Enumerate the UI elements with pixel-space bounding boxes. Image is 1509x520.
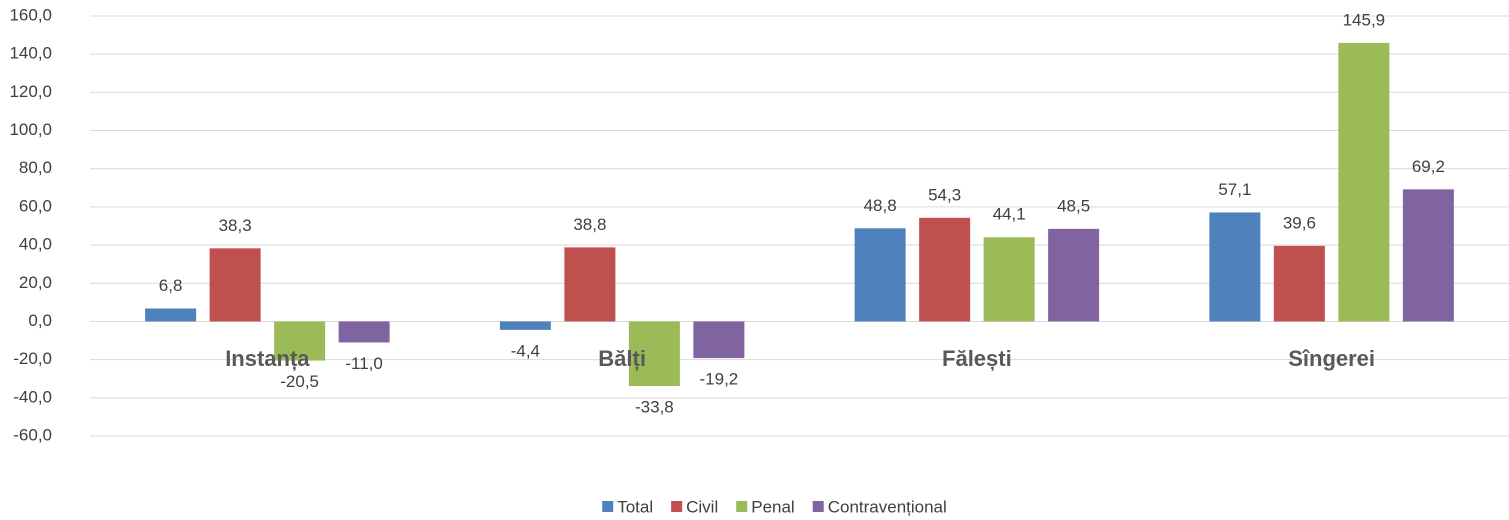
data-label: 57,1 bbox=[1218, 180, 1251, 199]
data-label: 39,6 bbox=[1283, 213, 1316, 232]
bar bbox=[145, 308, 197, 322]
data-label: -19,2 bbox=[700, 370, 739, 389]
y-tick-label: 0,0 bbox=[28, 311, 52, 330]
legend-swatch bbox=[812, 501, 824, 512]
legend-label: Penal bbox=[751, 497, 794, 516]
bar bbox=[628, 321, 680, 386]
bar bbox=[983, 237, 1035, 322]
y-tick-label: -40,0 bbox=[13, 387, 52, 406]
data-label: 145,9 bbox=[1343, 10, 1386, 29]
data-label: -33,8 bbox=[635, 397, 674, 416]
data-label: 54,3 bbox=[928, 185, 961, 204]
y-tick-label: -60,0 bbox=[13, 425, 52, 444]
legend-swatch bbox=[671, 501, 683, 512]
data-label: 38,8 bbox=[573, 215, 606, 234]
legend-swatch bbox=[736, 501, 748, 512]
y-tick-label: 80,0 bbox=[19, 158, 52, 177]
legend-label: Total bbox=[617, 497, 653, 516]
bar bbox=[1338, 42, 1390, 322]
data-label: 69,2 bbox=[1412, 157, 1445, 176]
data-label: -4,4 bbox=[511, 341, 540, 360]
y-tick-label: 140,0 bbox=[9, 44, 52, 63]
y-tick-label: 20,0 bbox=[19, 273, 52, 292]
data-label: 48,8 bbox=[864, 196, 897, 215]
legend-label: Contravențional bbox=[828, 497, 947, 516]
y-tick-label: 100,0 bbox=[9, 120, 52, 139]
legend-swatch bbox=[602, 501, 614, 512]
x-tick-label: Instanța bbox=[225, 346, 310, 371]
data-label: 48,5 bbox=[1057, 196, 1090, 215]
bar bbox=[693, 321, 745, 359]
bar bbox=[564, 247, 616, 322]
y-tick-label: 120,0 bbox=[9, 82, 52, 101]
bar bbox=[499, 321, 551, 330]
bar bbox=[1048, 228, 1100, 322]
bar bbox=[854, 228, 906, 322]
y-tick-label: 60,0 bbox=[19, 196, 52, 215]
data-label: 38,3 bbox=[219, 216, 252, 235]
bar bbox=[209, 248, 261, 322]
x-tick-label: Bălți bbox=[598, 346, 646, 371]
bar bbox=[919, 217, 971, 322]
bar bbox=[338, 321, 390, 343]
x-tick-label: Sîngerei bbox=[1288, 346, 1375, 371]
legend-label: Civil bbox=[686, 497, 718, 516]
y-tick-label: -20,0 bbox=[13, 349, 52, 368]
data-label: -20,5 bbox=[280, 372, 319, 391]
y-tick-label: 40,0 bbox=[19, 235, 52, 254]
bar bbox=[1402, 189, 1454, 322]
data-label: -11,0 bbox=[345, 354, 383, 373]
x-tick-label: Fălești bbox=[942, 346, 1012, 371]
y-tick-label: 160,0 bbox=[9, 5, 52, 24]
data-label: 6,8 bbox=[159, 276, 183, 295]
bar bbox=[1209, 212, 1261, 322]
bar bbox=[274, 321, 326, 361]
data-label: 44,1 bbox=[993, 205, 1026, 224]
bar bbox=[1273, 245, 1325, 322]
